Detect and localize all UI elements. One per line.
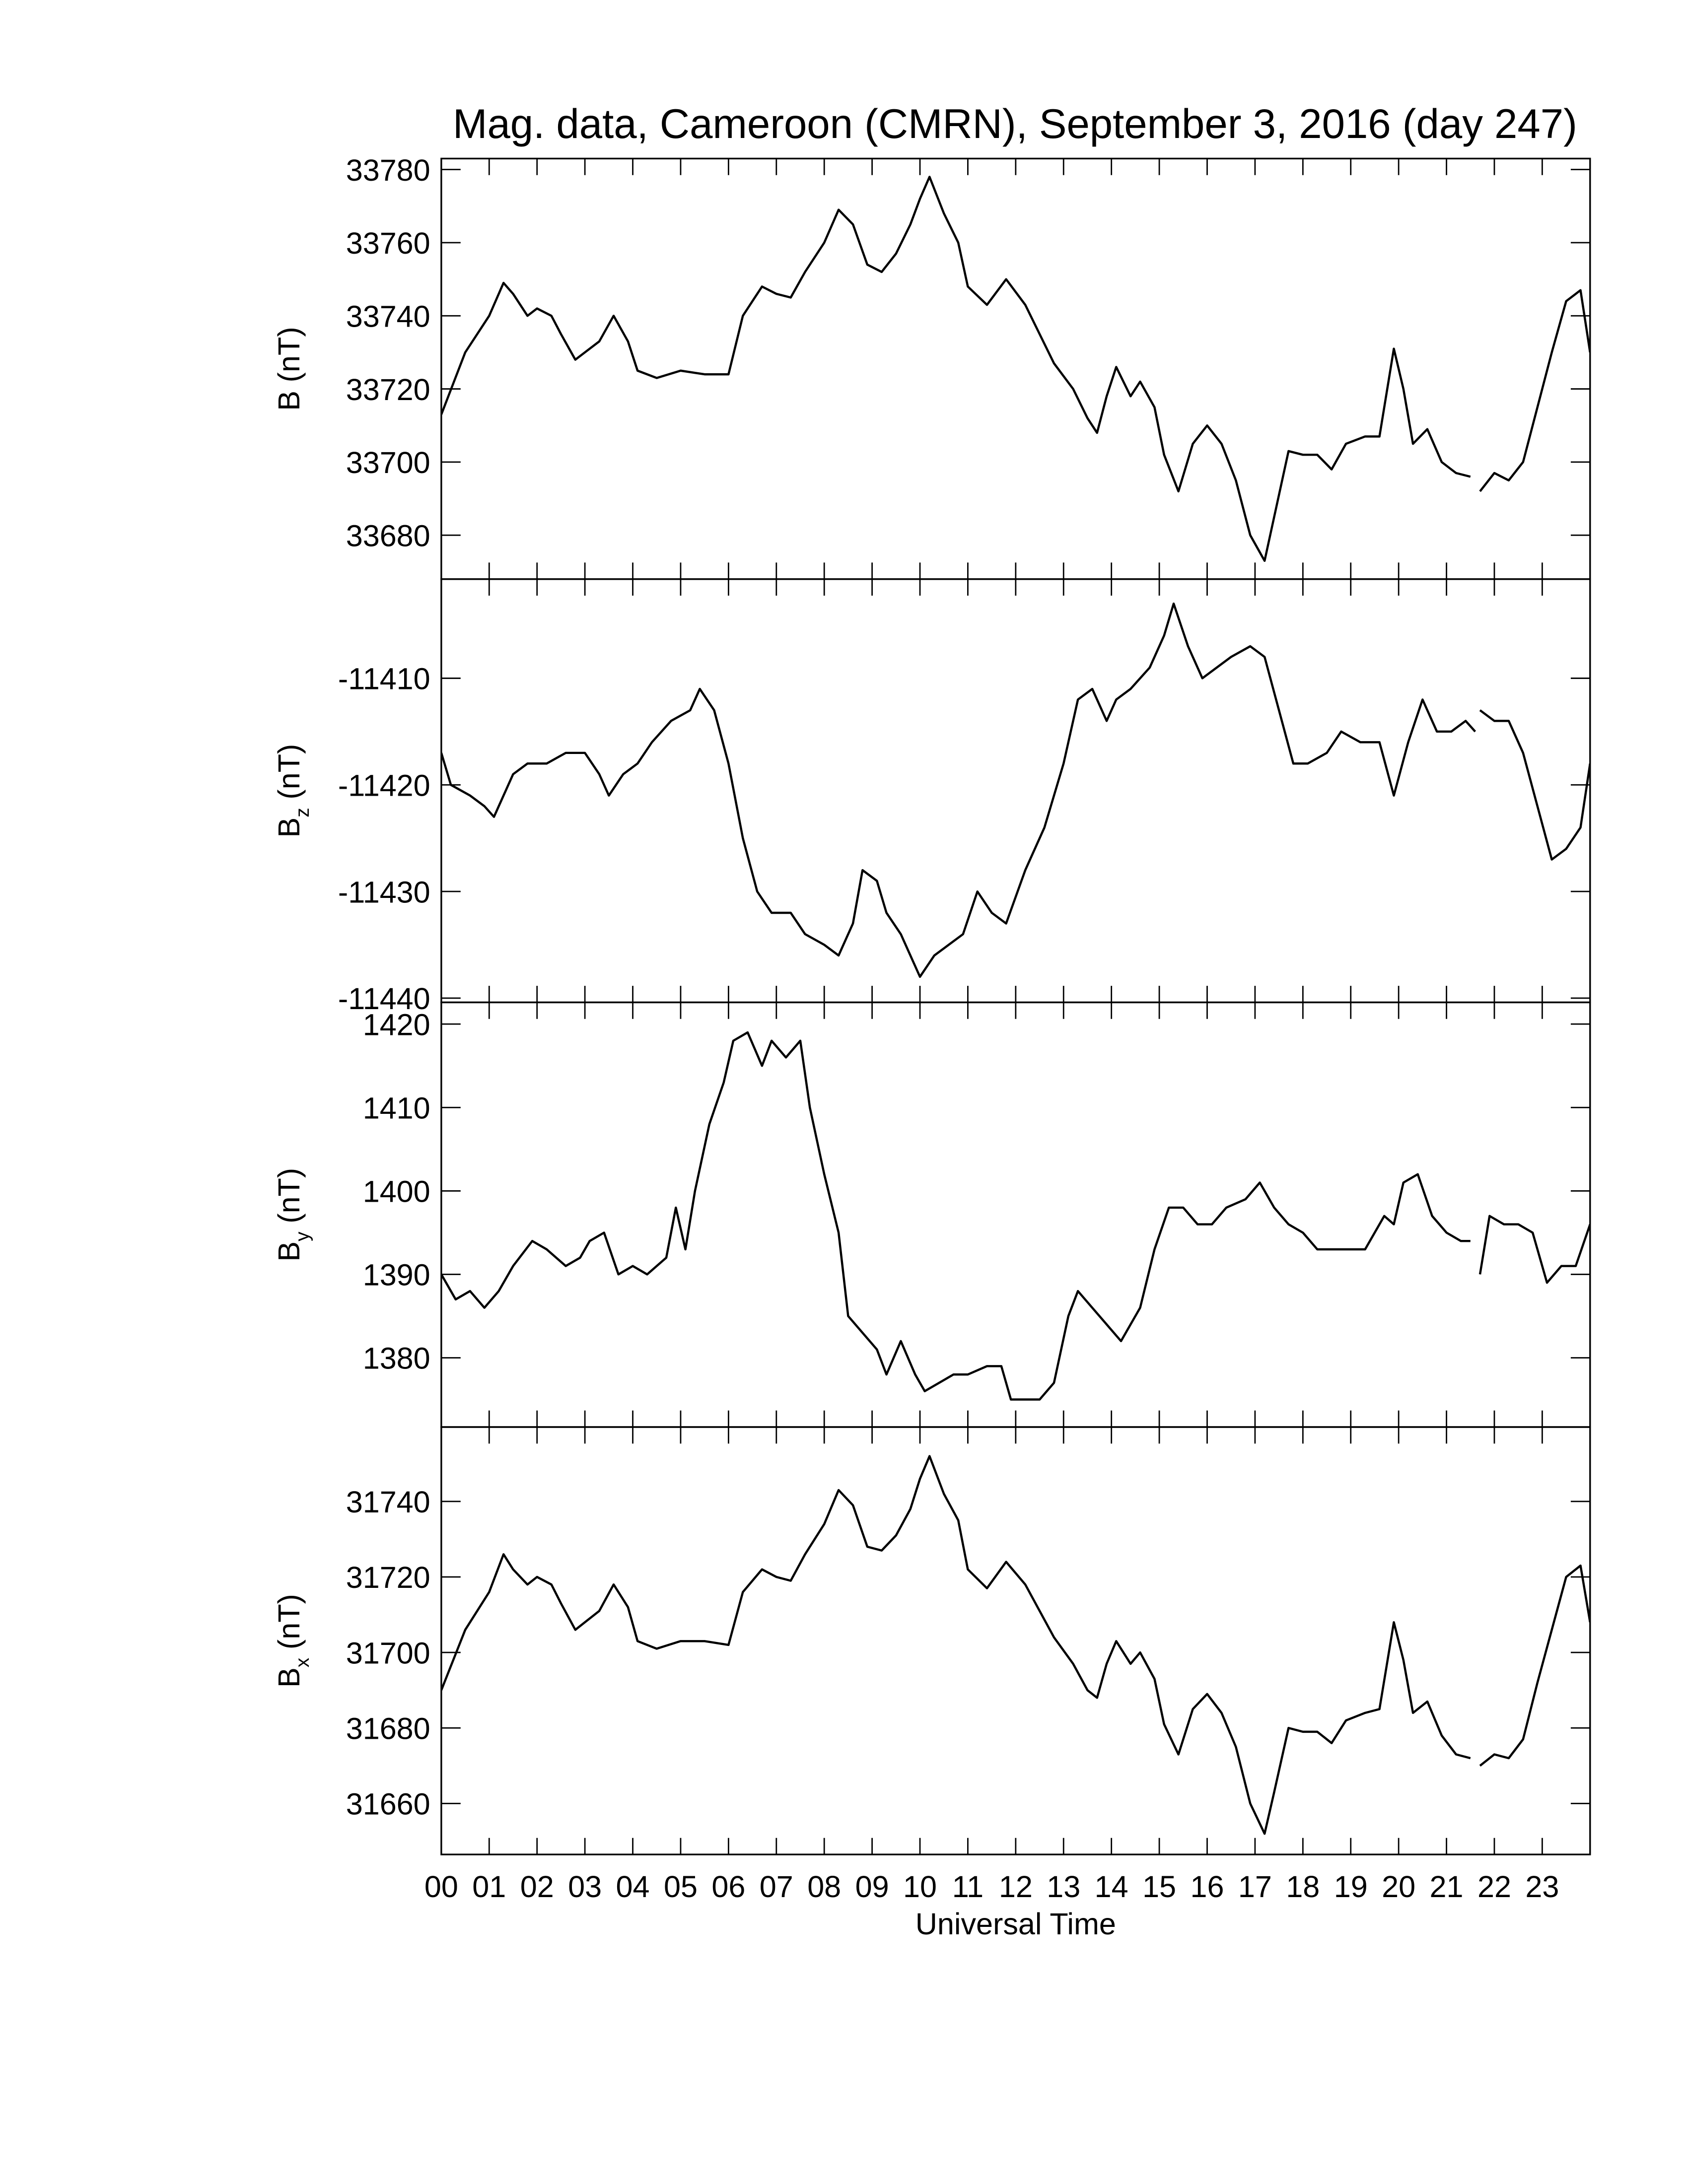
y-label-symbol: B — [272, 1667, 306, 1688]
x-tick-label: 07 — [760, 1870, 793, 1904]
y-tick-label: -11410 — [338, 662, 430, 696]
y-tick-label: 1410 — [363, 1091, 430, 1125]
data-line — [1478, 1215, 1590, 1284]
y-label-units: (nT) — [272, 1594, 306, 1649]
y-tick-label: 31740 — [346, 1485, 430, 1519]
data-line — [441, 1455, 1471, 1835]
data-line — [441, 602, 1477, 978]
y-label-symbol: B — [272, 391, 306, 411]
y-tick-label: 33680 — [346, 519, 430, 552]
plot-area — [441, 602, 1590, 978]
x-tick-label: 05 — [664, 1870, 698, 1904]
y-label-units: (nT) — [272, 327, 306, 382]
y-tick-label: 33760 — [346, 226, 430, 260]
x-tick-label: 09 — [855, 1870, 889, 1904]
x-tick-label: 06 — [711, 1870, 745, 1904]
x-tick-label: 00 — [424, 1870, 458, 1904]
x-tick-label: 12 — [999, 1870, 1033, 1904]
y-tick-label: 1420 — [363, 1008, 430, 1041]
y-tick-label: 33700 — [346, 446, 430, 479]
y-label-units: (nT) — [272, 744, 306, 800]
x-axis-label: Universal Time — [915, 1907, 1116, 1941]
x-tick-label: 02 — [520, 1870, 554, 1904]
x-tick-label: 08 — [807, 1870, 841, 1904]
plot-area — [441, 1455, 1590, 1835]
y-label-units: (nT) — [272, 1168, 306, 1224]
x-tick-label: 22 — [1477, 1870, 1511, 1904]
y-tick-label: -11420 — [338, 768, 430, 802]
x-tick-label: 04 — [616, 1870, 650, 1904]
y-label-subscript: y — [292, 1231, 313, 1241]
y-axis-label: By (nT) — [272, 1168, 313, 1262]
chart-title: Mag. data, Cameroon (CMRN), September 3,… — [453, 101, 1577, 147]
plot-area — [441, 1031, 1590, 1401]
data-line — [441, 1031, 1471, 1401]
x-tick-label: 18 — [1286, 1870, 1320, 1904]
plot-area — [441, 176, 1590, 562]
y-tick-label: 31680 — [346, 1711, 430, 1745]
y-tick-label: -11430 — [338, 875, 430, 909]
data-line — [441, 176, 1471, 562]
y-label-subscript: z — [292, 808, 313, 817]
x-tick-label: 15 — [1142, 1870, 1176, 1904]
y-label-symbol: B — [272, 1241, 306, 1262]
y-label-subscript: x — [292, 1657, 313, 1667]
y-tick-label: 1390 — [363, 1258, 430, 1292]
x-tick-label: 20 — [1382, 1870, 1415, 1904]
y-label-symbol: B — [272, 818, 306, 838]
y-tick-label: 33780 — [346, 153, 430, 187]
x-tick-label: 11 — [952, 1870, 984, 1904]
data-line — [1479, 289, 1590, 492]
x-tick-label: 03 — [568, 1870, 602, 1904]
y-tick-label: 31660 — [346, 1787, 430, 1821]
y-axis-label: Bz (nT) — [272, 744, 313, 838]
x-tick-label: 13 — [1047, 1870, 1080, 1904]
x-tick-label: 21 — [1430, 1870, 1464, 1904]
x-tick-label: 16 — [1190, 1870, 1224, 1904]
y-tick-label: -11440 — [338, 982, 430, 1016]
x-tick-label: 14 — [1095, 1870, 1128, 1904]
data-line — [1479, 709, 1590, 861]
y-tick-label: 31700 — [346, 1636, 430, 1670]
x-tick-label: 23 — [1525, 1870, 1559, 1904]
data-line — [1479, 1564, 1590, 1767]
plot-frame — [440, 1426, 1591, 1855]
x-tick-label: 17 — [1238, 1870, 1272, 1904]
y-tick-label: 33740 — [346, 299, 430, 333]
y-tick-label: 31720 — [346, 1561, 430, 1594]
y-tick-label: 33720 — [346, 373, 430, 407]
x-tick-label: 19 — [1334, 1870, 1368, 1904]
y-axis-label: B (nT) — [272, 327, 306, 410]
y-axis-label: Bx (nT) — [272, 1594, 313, 1688]
y-tick-label: 1400 — [363, 1175, 430, 1209]
y-tick-label: 1380 — [363, 1342, 430, 1375]
x-tick-label: 10 — [903, 1870, 937, 1904]
x-tick-label: 01 — [472, 1870, 506, 1904]
